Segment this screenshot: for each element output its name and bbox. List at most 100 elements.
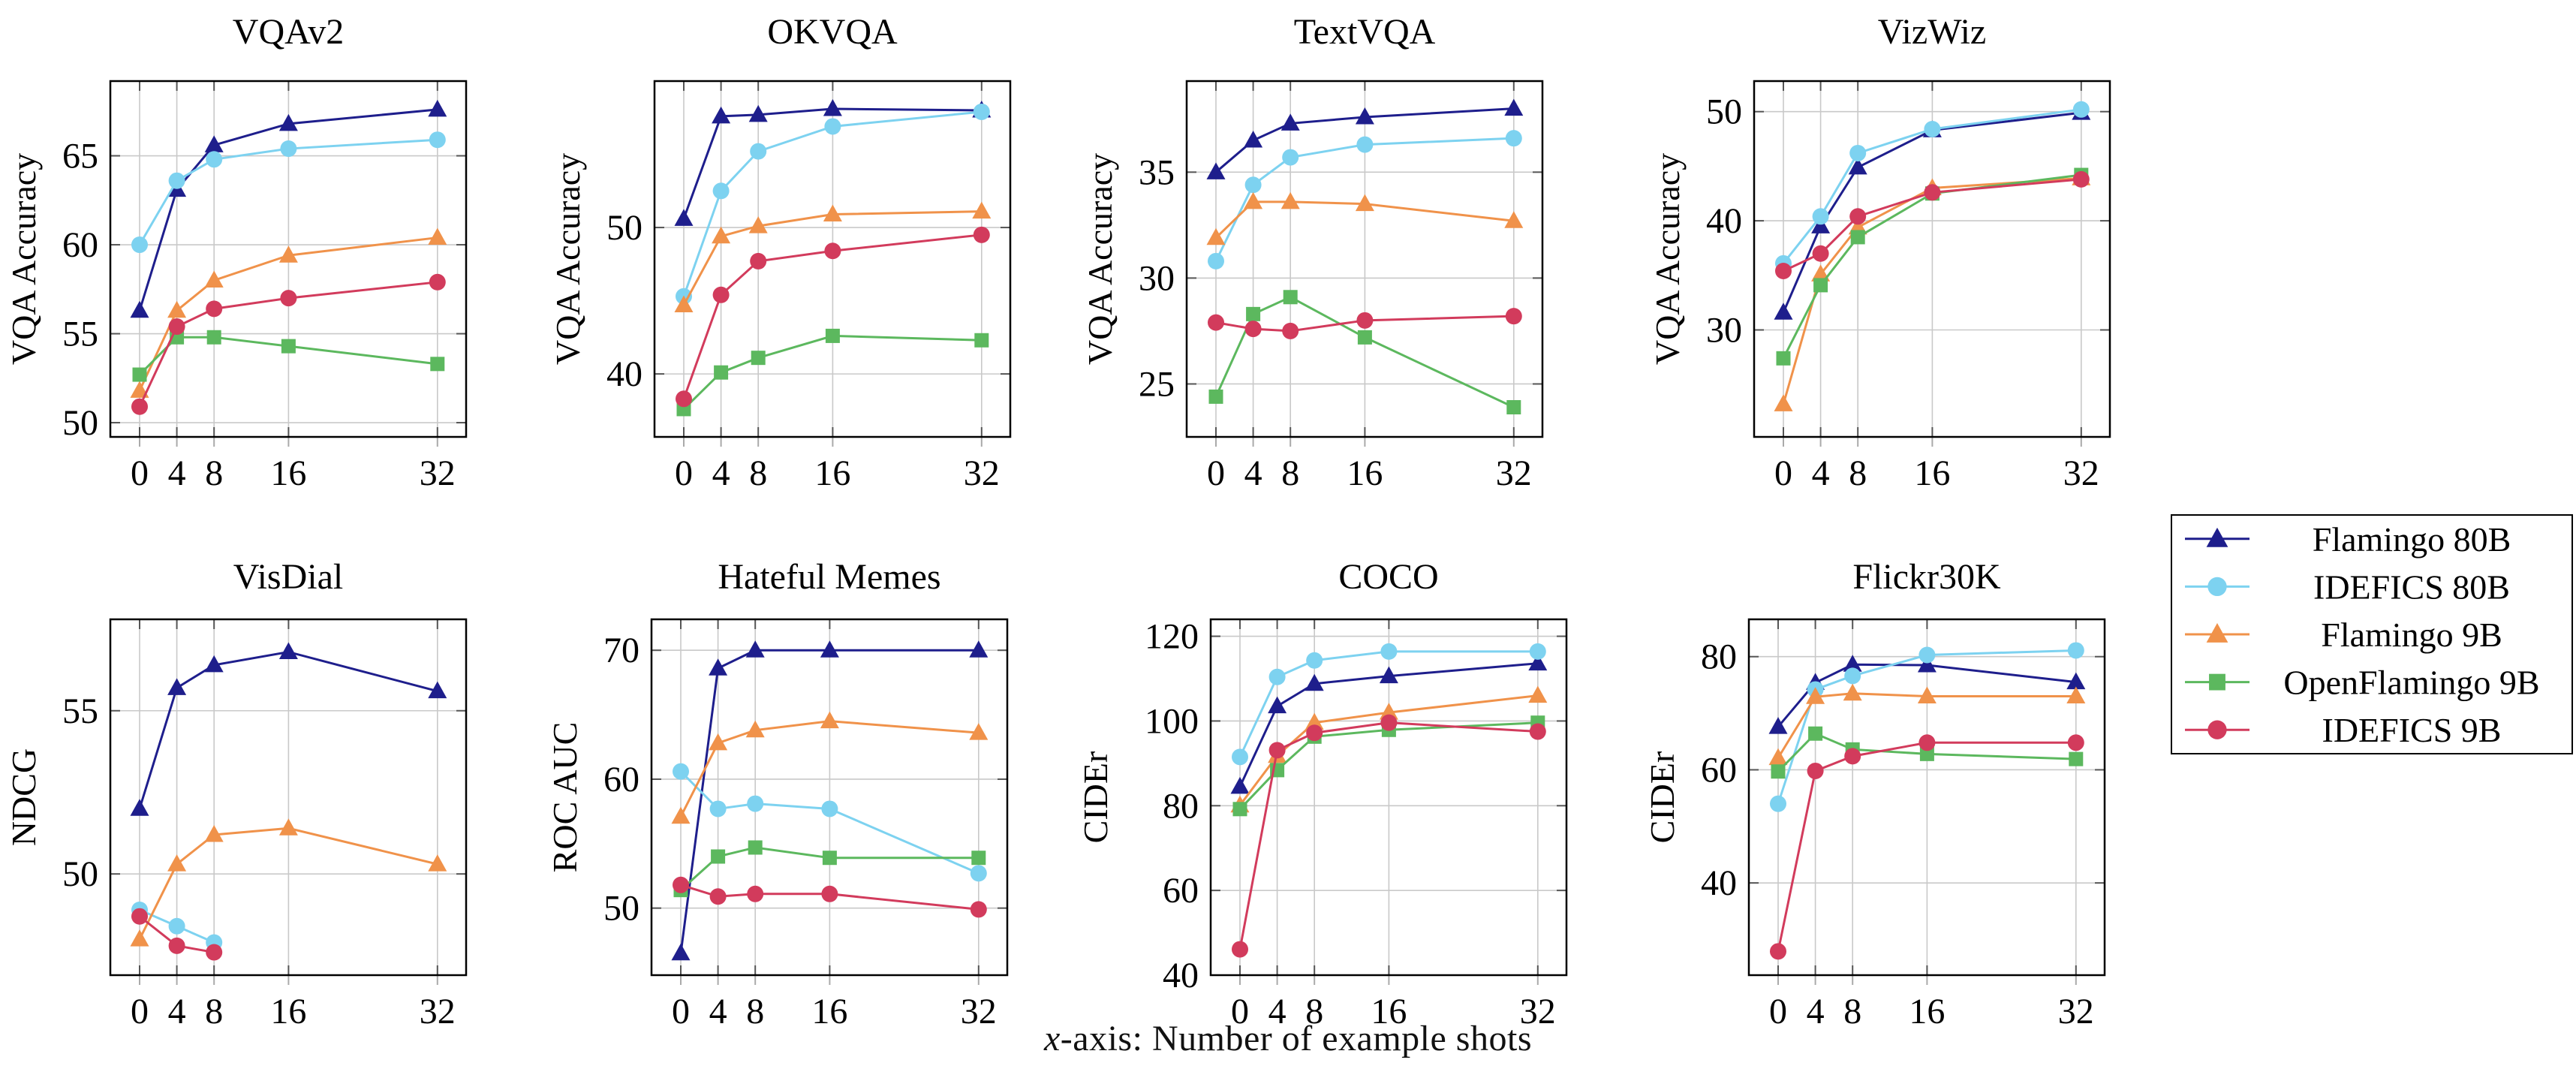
series-idefics-80b-marker-circle <box>1924 120 1941 137</box>
series-flamingo-9b-marker-triangle <box>1843 683 1862 701</box>
series-openflamingo-9b-marker-square <box>132 367 147 382</box>
series-openflamingo-9b-marker-square <box>206 330 221 345</box>
series-idefics-9b-marker-circle <box>1244 321 1262 338</box>
series-flamingo-80b-marker-triangle <box>1774 303 1793 320</box>
series-idefics-9b-marker-circle <box>1380 714 1398 731</box>
series-openflamingo-9b-marker-square <box>1208 389 1223 404</box>
series-idefics-80b-marker-circle <box>709 800 727 818</box>
y-axis-label: ROC AUC <box>546 722 584 873</box>
series-idefics-80b <box>1770 642 2084 812</box>
x-tick-label: 4 <box>712 453 730 493</box>
caption-text: -axis: Number of example shots <box>1060 1019 1532 1058</box>
series-flamingo-9b-marker-triangle <box>1528 685 1548 703</box>
legend-label-idefics-80b: IDEFICS 80B <box>2313 568 2510 606</box>
series-openflamingo-9b-marker-square <box>971 851 986 866</box>
series-openflamingo-9b-marker-square <box>1232 802 1247 817</box>
series-openflamingo-9b-marker-square <box>714 365 729 380</box>
series-idefics-9b-marker-circle <box>1529 723 1546 740</box>
y-tick-label: 60 <box>603 760 639 799</box>
series-flamingo-80b-marker-triangle <box>674 209 694 226</box>
series-flamingo-80b-marker-triangle <box>1848 157 1867 175</box>
series-idefics-9b-marker-circle <box>970 901 987 918</box>
series-flamingo-9b <box>674 201 992 312</box>
y-tick-label: 35 <box>1139 152 1175 192</box>
series-flamingo-80b-marker-triangle <box>1528 653 1548 671</box>
series-openflamingo-9b-marker-square <box>822 851 837 866</box>
series-flamingo-9b <box>1206 191 1524 245</box>
y-tick-label: 60 <box>1163 871 1199 911</box>
series-idefics-80b-marker-circle <box>1918 646 1936 664</box>
series-idefics-80b-marker-circle <box>821 800 838 818</box>
chart-title: TextVQA <box>1294 12 1436 52</box>
series-flamingo-9b-marker-triangle <box>671 806 691 824</box>
chart-title: OKVQA <box>767 12 898 52</box>
series-idefics-80b-marker-circle <box>429 131 446 149</box>
series-openflamingo-9b-marker-square <box>1246 306 1261 321</box>
series-flamingo-9b-marker-triangle <box>709 733 728 751</box>
chart-vizwiz: 0 4 8 16 32 30 40 50 VizWiz VQA Accuracy <box>1648 12 2111 493</box>
series-flamingo-9b-marker-triangle <box>1504 211 1524 228</box>
x-tick-label: 16 <box>270 992 306 1031</box>
y-axis-label: VQA Accuracy <box>549 153 587 365</box>
x-tick-label: 0 <box>1769 992 1787 1031</box>
x-tick-label: 16 <box>270 453 306 493</box>
y-tick-label: 80 <box>1701 637 1737 677</box>
series-idefics-80b-marker-circle <box>280 140 297 158</box>
y-tick-label: 65 <box>62 137 98 176</box>
series-idefics-9b-marker-circle <box>1306 724 1323 742</box>
series-flamingo-9b-marker-triangle <box>1305 712 1324 730</box>
series-openflamingo-9b-marker-square <box>1506 400 1521 414</box>
legend-item-idefics-80b: IDEFICS 80B <box>2185 568 2510 606</box>
series-idefics-9b-marker-circle <box>206 300 223 318</box>
plot-border <box>109 618 468 977</box>
series-idefics-9b-marker-circle <box>1812 245 1829 262</box>
caption-variable: x <box>1043 1019 1061 1058</box>
series-idefics-9b-marker-circle <box>1844 748 1861 765</box>
series-idefics-9b-marker-circle <box>168 318 185 336</box>
series-flamingo-9b <box>130 227 447 398</box>
series-flamingo-9b-marker-triangle <box>1774 394 1793 411</box>
y-tick-label: 60 <box>62 225 98 265</box>
series-openflamingo-9b-marker-square <box>1808 726 1823 741</box>
series-flamingo-9b-marker-triangle <box>130 381 149 398</box>
x-tick-label: 32 <box>1520 992 1556 1031</box>
series-flamingo-80b-marker-triangle <box>1843 655 1862 672</box>
series-idefics-9b-marker-circle <box>1775 262 1792 279</box>
series-openflamingo-9b-marker-square <box>974 333 989 348</box>
tick-marks <box>1749 619 2105 975</box>
x-tick-label: 4 <box>1812 453 1830 493</box>
series-idefics-80b-marker-circle <box>1849 144 1867 161</box>
series-flamingo-9b-marker-triangle <box>1244 191 1263 209</box>
series-flamingo-9b-marker-triangle <box>204 270 224 288</box>
series-flamingo-9b-marker-triangle <box>167 300 187 318</box>
series-idefics-80b-marker-circle <box>1770 795 1786 812</box>
legend-label-idefics-9b: IDEFICS 9B <box>2322 711 2502 749</box>
series-flamingo-80b-marker-triangle <box>1504 98 1524 116</box>
series-idefics-80b <box>673 763 987 882</box>
x-tick-label: 4 <box>1268 992 1286 1031</box>
y-tick-label: 50 <box>603 889 639 929</box>
series-flamingo-9b-marker-triangle <box>823 204 842 222</box>
series-idefics-80b-marker-circle <box>1812 208 1829 225</box>
series-flamingo-9b-marker-triangle <box>2066 686 2086 703</box>
series-idefics-9b-marker-circle <box>1356 312 1374 329</box>
x-tick-label: 8 <box>746 992 764 1031</box>
series-idefics-9b-marker-circle <box>750 252 767 269</box>
series-flamingo-80b <box>1230 653 1548 794</box>
series-flamingo-9b-marker-triangle <box>130 929 149 947</box>
chart-title: VizWiz <box>1878 12 1986 52</box>
x-tick-label: 32 <box>420 453 456 493</box>
series-idefics-9b-marker-circle <box>1232 941 1248 958</box>
series-flamingo-9b-marker-triangle <box>1768 748 1788 766</box>
legend-flamingo-9b-marker-triangle <box>2206 623 2228 643</box>
tick-marks <box>110 81 466 437</box>
x-tick-label: 8 <box>1281 453 1299 493</box>
series-flamingo-9b-marker-triangle <box>428 854 447 872</box>
chart-coco: 0 4 8 16 32 40 60 80 100 120 COCO CIDEr <box>1076 557 1568 1031</box>
series-idefics-9b <box>676 226 990 408</box>
legend-label-flamingo-80b: Flamingo 80B <box>2313 520 2511 559</box>
tick-marks <box>655 81 1010 437</box>
series-openflamingo-9b-marker-square <box>430 357 445 372</box>
y-tick-label: 50 <box>606 208 642 248</box>
